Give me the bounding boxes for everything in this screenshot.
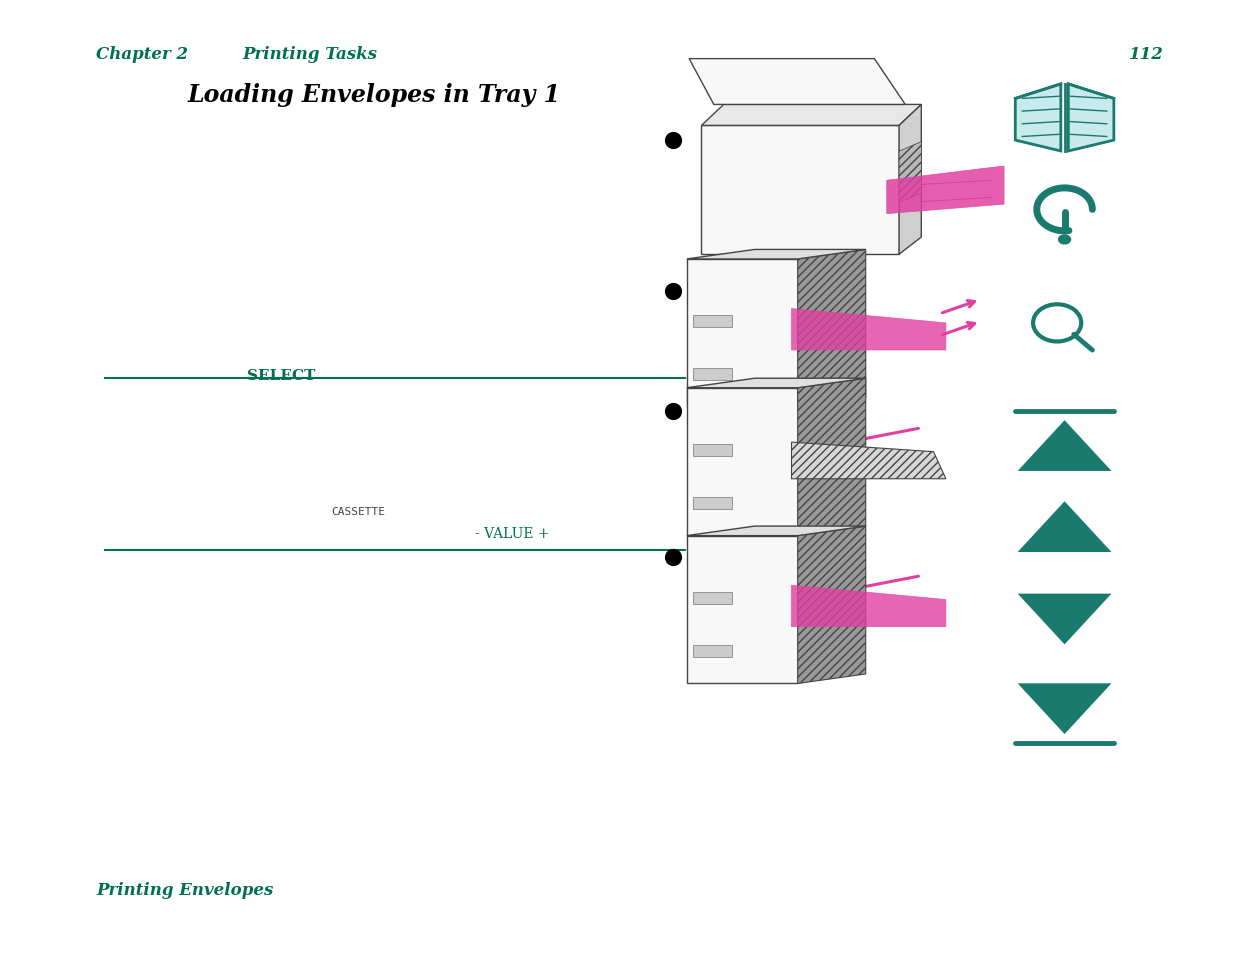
Polygon shape (798, 526, 866, 684)
Text: - VALUE +: - VALUE + (475, 527, 550, 540)
Polygon shape (899, 105, 921, 254)
Polygon shape (701, 127, 899, 254)
FancyBboxPatch shape (693, 369, 732, 381)
Polygon shape (792, 442, 946, 479)
Text: 112: 112 (1129, 46, 1163, 63)
FancyBboxPatch shape (693, 645, 732, 658)
Polygon shape (1018, 501, 1112, 553)
Polygon shape (687, 259, 798, 408)
Polygon shape (687, 378, 866, 389)
Point (663, 550, 683, 565)
Circle shape (1058, 235, 1071, 245)
Text: Chapter 2: Chapter 2 (96, 46, 189, 63)
Polygon shape (687, 389, 798, 536)
Polygon shape (798, 251, 866, 408)
Polygon shape (798, 378, 866, 536)
FancyBboxPatch shape (693, 444, 732, 456)
Text: Printing Tasks: Printing Tasks (242, 46, 377, 63)
Polygon shape (701, 105, 921, 127)
Point (663, 133, 683, 149)
Text: Printing Envelopes: Printing Envelopes (96, 881, 274, 898)
Polygon shape (792, 309, 946, 351)
Polygon shape (1068, 85, 1114, 152)
Point (663, 404, 683, 419)
FancyBboxPatch shape (693, 315, 732, 328)
Polygon shape (899, 142, 921, 203)
Text: Loading Envelopes in Tray 1: Loading Envelopes in Tray 1 (188, 83, 561, 107)
Polygon shape (1018, 683, 1112, 734)
Polygon shape (1018, 421, 1112, 472)
Text: CASSETTE: CASSETTE (331, 507, 385, 517)
Point (663, 284, 683, 299)
Text: SELECT: SELECT (247, 369, 316, 382)
FancyBboxPatch shape (693, 497, 732, 510)
Polygon shape (1018, 594, 1112, 644)
FancyBboxPatch shape (693, 592, 732, 604)
Polygon shape (687, 251, 866, 259)
Polygon shape (689, 60, 905, 105)
Polygon shape (687, 526, 866, 536)
Polygon shape (1015, 85, 1061, 152)
Polygon shape (687, 536, 798, 684)
Polygon shape (792, 585, 946, 627)
Polygon shape (887, 167, 1004, 214)
